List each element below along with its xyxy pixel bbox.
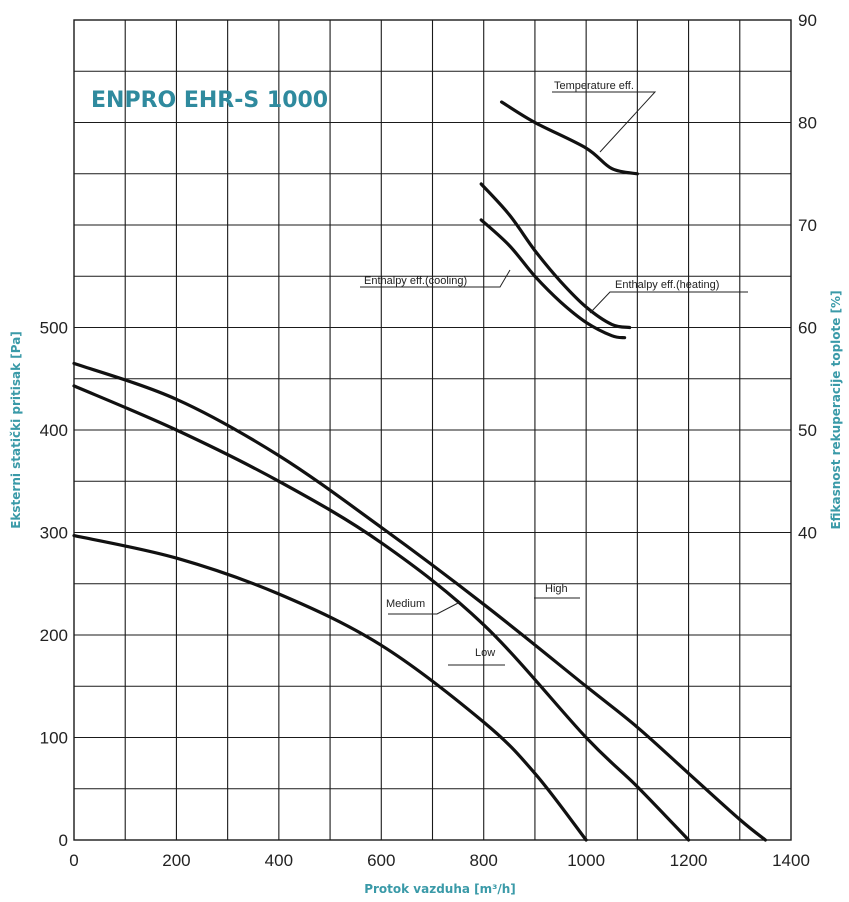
leader-enthalpy-heating — [590, 292, 748, 313]
label-temperature-eff: Temperature eff. — [554, 80, 634, 92]
x-tick-label: 1200 — [670, 851, 708, 870]
y-tick-label: 200 — [40, 626, 68, 645]
y2-tick-label: 60 — [798, 319, 817, 338]
label-medium: Medium — [386, 598, 425, 610]
series-labels: Medium High Low Temperature eff. Enthalp… — [360, 80, 748, 665]
y2-tick-label: 50 — [798, 421, 817, 440]
y2-tick-label: 80 — [798, 114, 817, 133]
y2-tick-label: 40 — [798, 524, 817, 543]
y2-tick-label: 90 — [798, 11, 817, 30]
y-axis-title: Eksterni statički pritisak [Pa] — [9, 331, 23, 529]
label-enthalpy-heating: Enthalpy eff.(heating) — [615, 279, 719, 291]
x-tick-label: 800 — [470, 851, 498, 870]
x-axis-ticks: 0 200 400 600 800 1000 1200 1400 — [69, 851, 810, 870]
series-line-enthalpy-eff-heating — [481, 184, 630, 328]
x-tick-label: 600 — [367, 851, 395, 870]
x-axis-title: Protok vazduha [m³/h] — [364, 882, 516, 896]
y2-tick-label: 70 — [798, 216, 817, 235]
y-axis-ticks: 0 100 200 300 400 500 — [40, 319, 68, 851]
y2-axis-title: Efikasnost rekuperacije toplote [%] — [829, 290, 843, 529]
series-lines — [74, 102, 765, 840]
y-tick-label: 0 — [59, 831, 68, 850]
y-tick-label: 400 — [40, 421, 68, 440]
chart-title: ENPRO EHR-S 1000 — [91, 88, 328, 113]
x-tick-label: 200 — [162, 851, 190, 870]
y-tick-label: 100 — [40, 729, 68, 748]
x-tick-label: 1000 — [567, 851, 605, 870]
label-high: High — [545, 583, 568, 595]
y2-axis-ticks: 40 50 60 70 80 90 — [798, 11, 817, 543]
label-low: Low — [475, 647, 495, 659]
label-enthalpy-cooling: Enthalpy eff.(cooling) — [364, 275, 467, 287]
y-tick-label: 300 — [40, 524, 68, 543]
x-tick-label: 0 — [69, 851, 78, 870]
series-line-temperature-eff — [502, 102, 638, 174]
grid — [74, 20, 791, 840]
y-tick-label: 500 — [40, 319, 68, 338]
x-tick-label: 400 — [265, 851, 293, 870]
x-tick-label: 1400 — [772, 851, 810, 870]
